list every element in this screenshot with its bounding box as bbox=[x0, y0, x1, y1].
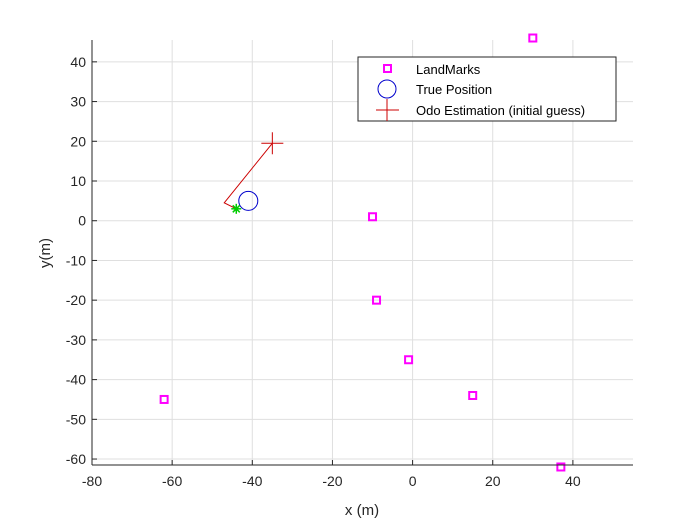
y-tick-label: 30 bbox=[70, 94, 86, 110]
odometry-line bbox=[223, 142, 273, 210]
legend-label-odo-estimation: Odo Estimation (initial guess) bbox=[416, 103, 585, 118]
x-axis-label: x (m) bbox=[345, 502, 379, 519]
legend: LandMarks True Position Odo Estimation (… bbox=[357, 56, 617, 122]
estimate-star-stroke bbox=[232, 204, 241, 213]
y-tick-label: 10 bbox=[70, 173, 86, 189]
landmark-point bbox=[468, 390, 478, 400]
y-tick-label: -10 bbox=[66, 252, 86, 268]
y-tick-label: 40 bbox=[70, 54, 86, 70]
landmark-point bbox=[404, 355, 414, 365]
axes bbox=[91, 40, 633, 466]
y-tick-label: -50 bbox=[66, 411, 86, 427]
legend-landmark-marker bbox=[383, 64, 392, 73]
y-tick-label: 0 bbox=[78, 213, 86, 229]
x-tick-label: 20 bbox=[485, 473, 501, 489]
x-tick-label: 0 bbox=[409, 473, 417, 489]
landmark-point bbox=[372, 295, 382, 305]
y-tick-label: 20 bbox=[70, 133, 86, 149]
y-tick-label: -30 bbox=[66, 332, 86, 348]
legend-box bbox=[357, 56, 617, 122]
landmark-point bbox=[528, 33, 538, 43]
legend-label-true-position: True Position bbox=[416, 82, 492, 97]
landmark-point bbox=[556, 462, 566, 472]
y-axis-label: y(m) bbox=[37, 238, 54, 268]
tick-labels: -80 -60 -40 -20 0 20 40 -60 -50 -40 -30 -20 -10 0 10 20… bbox=[66, 54, 581, 489]
x-tick-label: -80 bbox=[82, 473, 102, 489]
x-tick-label: -40 bbox=[242, 473, 262, 489]
odometry-path bbox=[223, 142, 273, 210]
data-marks bbox=[159, 33, 566, 472]
y-tick-label: -60 bbox=[66, 451, 86, 467]
grid bbox=[91, 40, 633, 465]
x-tick-label: 40 bbox=[565, 473, 581, 489]
legend-true-position-marker bbox=[377, 79, 397, 99]
true-position-point bbox=[238, 190, 259, 211]
y-tick-label: -20 bbox=[66, 292, 86, 308]
y-tick-label: -40 bbox=[66, 372, 86, 388]
x-tick-label: -20 bbox=[322, 473, 342, 489]
landmark-point bbox=[159, 394, 169, 404]
landmark-point bbox=[368, 212, 378, 222]
x-tick-label: -60 bbox=[162, 473, 182, 489]
legend-label-landmarks: LandMarks bbox=[416, 62, 481, 77]
